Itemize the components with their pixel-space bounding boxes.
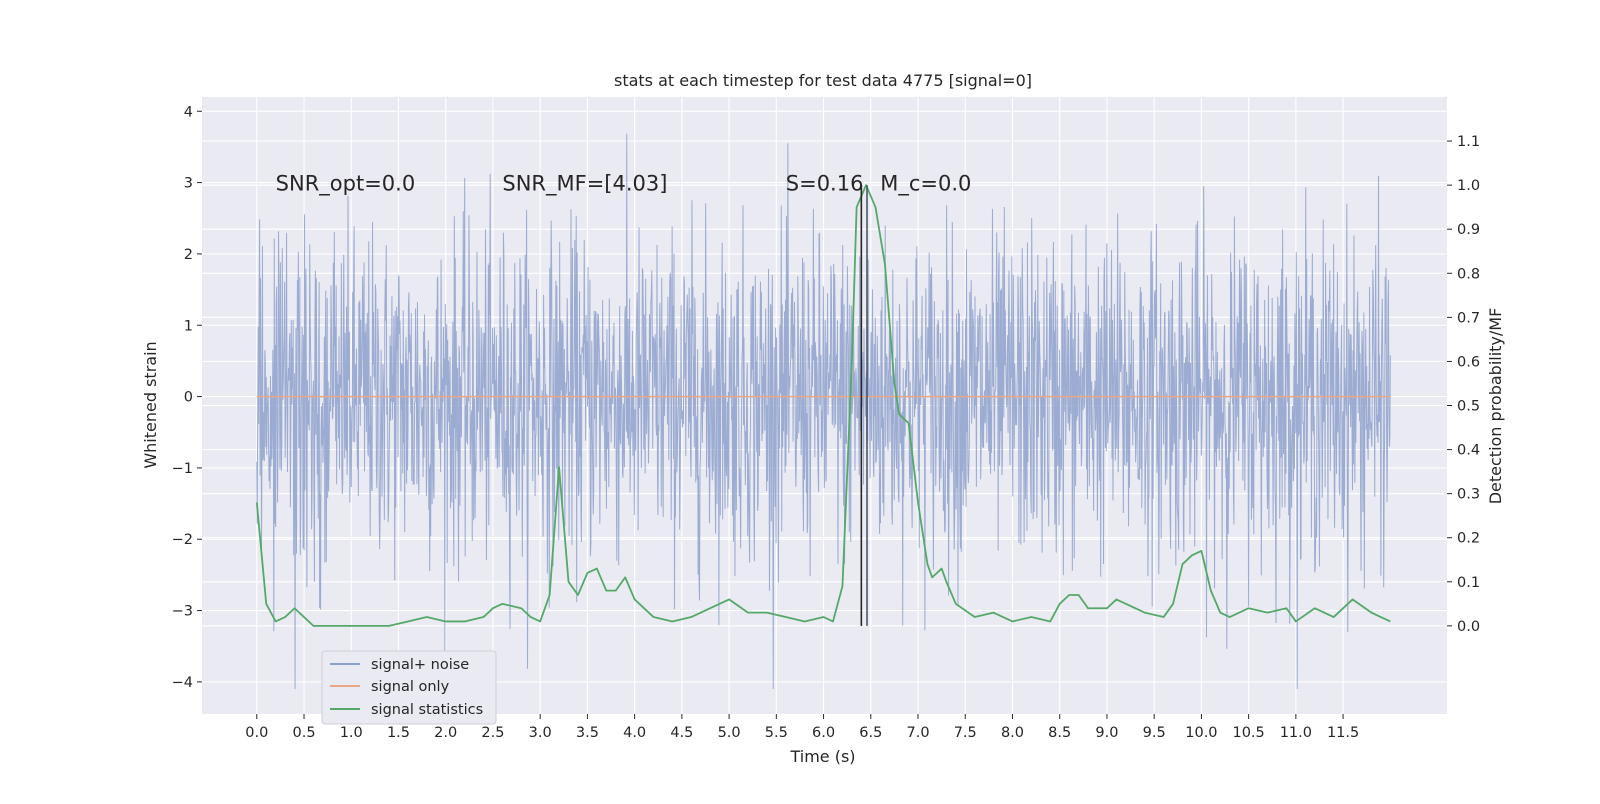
- x-tick-label-16: 8.0: [1001, 725, 1024, 741]
- y-right-tick-label-4: 0.4: [1457, 443, 1480, 459]
- x-tick-label-2: 1.0: [340, 725, 363, 741]
- y-right-tick-label-6: 0.6: [1457, 354, 1480, 370]
- y-right-tick-label-10: 1.0: [1457, 178, 1480, 194]
- ticks-layer: 0.0 0.5 1.0 1.5 2.0 2.5 3.0 3.5 4.0 4.5 5.0 5.5 6.0 6…: [172, 104, 1480, 741]
- y-tick-label-7: 3: [184, 176, 193, 192]
- x-tick-label-3: 1.5: [387, 725, 410, 741]
- series-signal-noise: [256, 133, 1391, 690]
- y-right-tick-label-11: 1.1: [1457, 134, 1480, 150]
- annotation-1: SNR_MF=[4.03]: [502, 172, 667, 197]
- legend-label-signal-noise: signal+ noise: [371, 657, 469, 673]
- y-right-tick-label-8: 0.8: [1457, 266, 1480, 282]
- annotation-3: M_c=0.0: [880, 172, 971, 197]
- legend: signal+ noise signal only signal statist…: [321, 650, 497, 725]
- x-axis-label: Time (s): [789, 747, 855, 766]
- x-tick-label-22: 11.0: [1280, 725, 1312, 741]
- annotation-layer: SNR_opt=0.0 SNR_MF=[4.03] S=0.16 M_c=0.0: [276, 172, 972, 197]
- x-tick-label-17: 8.5: [1048, 725, 1071, 741]
- y-tick-label-1: −3: [172, 604, 193, 620]
- y-tick-label-8: 4: [184, 104, 193, 120]
- x-tick-label-12: 6.0: [812, 725, 835, 741]
- y-tick-label-3: −1: [172, 461, 193, 477]
- x-tick-label-4: 2.0: [434, 725, 457, 741]
- x-tick-label-5: 2.5: [481, 725, 504, 741]
- annotation-0: SNR_opt=0.0: [276, 172, 416, 197]
- y-right-axis-label: Detection probability/MF: [1486, 308, 1505, 505]
- x-tick-label-21: 10.5: [1232, 725, 1264, 741]
- legend-frame: [321, 650, 497, 725]
- y-right-tick-label-5: 0.5: [1457, 399, 1480, 415]
- noise-series-layer: [256, 133, 1391, 690]
- x-tick-label-23: 11.5: [1327, 725, 1359, 741]
- x-tick-label-1: 0.5: [292, 725, 315, 741]
- y-right-tick-label-2: 0.2: [1457, 531, 1480, 547]
- x-tick-label-0: 0.0: [245, 725, 268, 741]
- x-tick-label-10: 5.0: [718, 725, 741, 741]
- x-tick-label-8: 4.0: [623, 725, 646, 741]
- series-signal-statistics: [255, 184, 1391, 627]
- line-series-layer: [255, 184, 1391, 627]
- y-right-tick-label-0: 0.0: [1457, 619, 1480, 635]
- y-right-tick-label-9: 0.9: [1457, 222, 1480, 238]
- x-tick-label-14: 7.0: [906, 725, 929, 741]
- x-tick-label-9: 4.5: [670, 725, 693, 741]
- x-tick-label-13: 6.5: [859, 725, 882, 741]
- legend-label-signal-statistics: signal statistics: [371, 702, 483, 718]
- vline-layer: [860, 185, 868, 626]
- y-tick-label-4: 0: [184, 390, 193, 406]
- x-tick-label-6: 3.0: [529, 725, 552, 741]
- legend-label-signal-only: signal only: [371, 679, 450, 695]
- annotation-2: S=0.16: [786, 172, 864, 196]
- y-right-tick-label-7: 0.7: [1457, 310, 1480, 326]
- y-axis-label: Whitened strain: [141, 341, 160, 468]
- y-tick-label-6: 2: [184, 247, 193, 263]
- y-tick-label-0: −4: [172, 675, 193, 691]
- chart-title: stats at each timestep for test data 477…: [614, 71, 1032, 90]
- y-right-tick-label-3: 0.3: [1457, 487, 1480, 503]
- x-tick-label-15: 7.5: [954, 725, 977, 741]
- x-tick-label-18: 9.0: [1095, 725, 1118, 741]
- x-tick-label-19: 9.5: [1143, 725, 1166, 741]
- x-tick-label-11: 5.5: [765, 725, 788, 741]
- y-tick-label-2: −2: [172, 532, 193, 548]
- y-tick-label-5: 1: [184, 318, 193, 334]
- y-right-tick-label-1: 0.1: [1457, 575, 1480, 591]
- x-tick-label-7: 3.5: [576, 725, 599, 741]
- x-tick-label-20: 10.0: [1185, 725, 1217, 741]
